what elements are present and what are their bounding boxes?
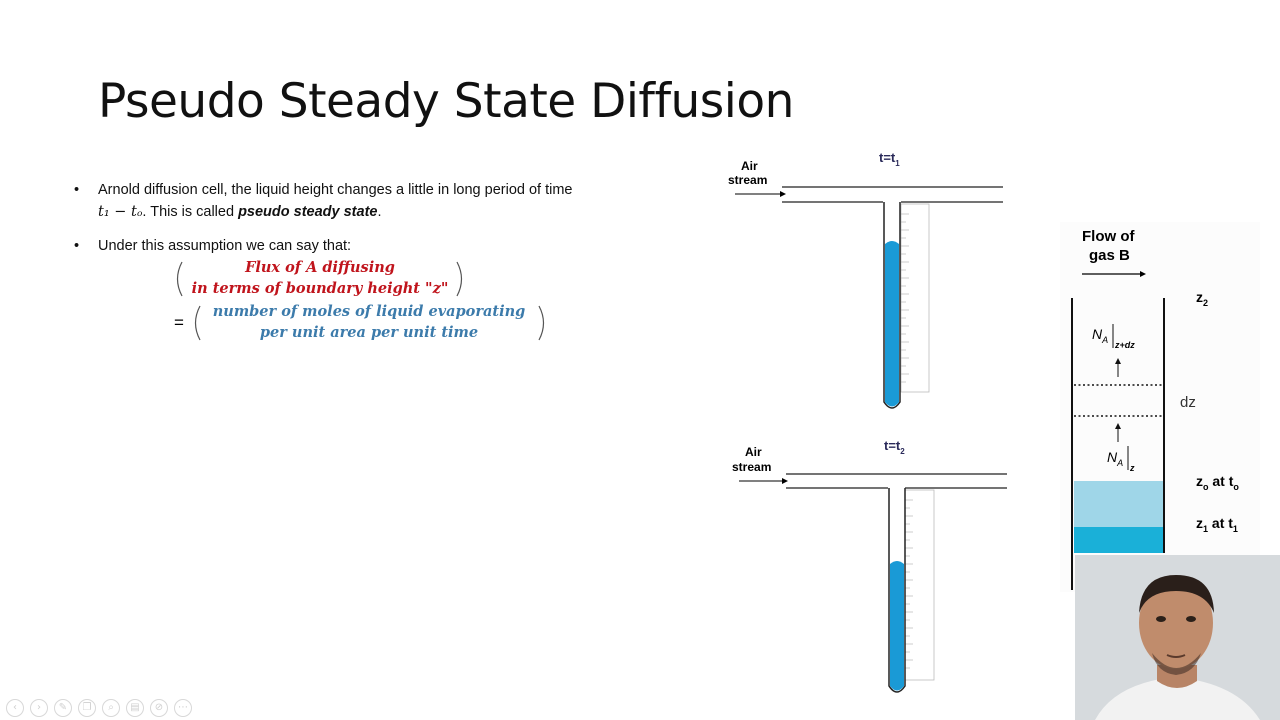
equals-sign: = (174, 313, 184, 332)
webcam-video (1075, 555, 1280, 720)
air-label: Air (741, 159, 758, 173)
liquid-column (890, 561, 904, 691)
z1-label: z1 at t1 (1196, 515, 1238, 534)
flux-in-eval: z+dz (1114, 340, 1135, 350)
more-icon[interactable]: ⋯ (174, 699, 192, 717)
capillary-tube (888, 488, 906, 693)
slides-icon[interactable]: ▤ (126, 699, 144, 717)
flow-label-1: Flow of (1082, 228, 1135, 245)
time-interval-math: t₁ − tₒ (98, 204, 143, 220)
zo-label: zo at to (1196, 473, 1239, 492)
time-label-t2: t=t2 (884, 438, 905, 456)
flow-arrow-head (1140, 271, 1146, 277)
zoom-icon[interactable]: ⌕ (102, 699, 120, 717)
liquid-level-zo (1074, 481, 1163, 527)
z2-label: z2 (1196, 289, 1208, 308)
air-label: Air (745, 445, 762, 459)
scale-ruler (904, 489, 935, 681)
slideshow-toolbar: ‹ › ✎ ❐ ⌕ ▤ ⊘ ⋯ (6, 699, 192, 717)
diffusion-cell-t1: t=t1 Air stream (728, 150, 1003, 409)
scale-ruler (900, 203, 930, 393)
presenter-image (1075, 555, 1280, 720)
slide-title: Pseudo Steady State Diffusion (98, 74, 794, 129)
flux-line-1: Flux of A diffusing (245, 259, 395, 276)
capillary-tube (883, 202, 901, 409)
copy-icon[interactable]: ❐ (78, 699, 96, 717)
bullet-dot: • (74, 238, 80, 254)
flux-out-eval: z (1129, 463, 1135, 473)
liquid-column (885, 241, 899, 407)
diffusion-cell-t2: t=t2 Air stream (732, 438, 1007, 693)
equation-brackets (176, 261, 545, 341)
pseudo-steady-state-emphasis: pseudo steady state (238, 204, 378, 220)
flux-out-label: NA (1107, 449, 1123, 468)
stream-label: stream (728, 173, 767, 187)
bullet-1-line-2: t₁ − tₒ. This is called pseudo steady st… (98, 202, 382, 223)
air-arrow-head (780, 191, 786, 197)
moles-line-1: number of moles of liquid evaporating (212, 303, 526, 320)
flow-label-2: gas B (1089, 247, 1130, 264)
flux-arrow-head (1115, 358, 1121, 364)
next-icon[interactable]: › (30, 699, 48, 717)
time-label-t1: t=t1 (879, 150, 900, 168)
diffusion-schematic: Flow of gas B z2 NA z+dz dz NA z zo at t… (1060, 222, 1260, 592)
flux-line-2: in terms of boundary height "z" (191, 280, 449, 297)
liquid-level-z1 (1074, 527, 1163, 553)
pen-icon[interactable]: ✎ (54, 699, 72, 717)
moles-line-2: per unit area per unit time (259, 324, 479, 341)
prev-icon[interactable]: ‹ (6, 699, 24, 717)
bullet-1-end: . (377, 204, 382, 220)
bullet-dot: • (74, 182, 80, 198)
flux-in-label: NA (1092, 326, 1108, 345)
bullet-1-text: . This is called (142, 204, 239, 220)
dz-label: dz (1180, 394, 1196, 411)
bullet-2-text: Under this assumption we can say that: (98, 238, 352, 254)
flux-arrow-head (1115, 423, 1121, 429)
hide-icon[interactable]: ⊘ (150, 699, 168, 717)
air-arrow-head (782, 478, 788, 484)
bullet-1-line-1: Arnold diffusion cell, the liquid height… (98, 182, 573, 198)
stream-label: stream (732, 460, 771, 474)
